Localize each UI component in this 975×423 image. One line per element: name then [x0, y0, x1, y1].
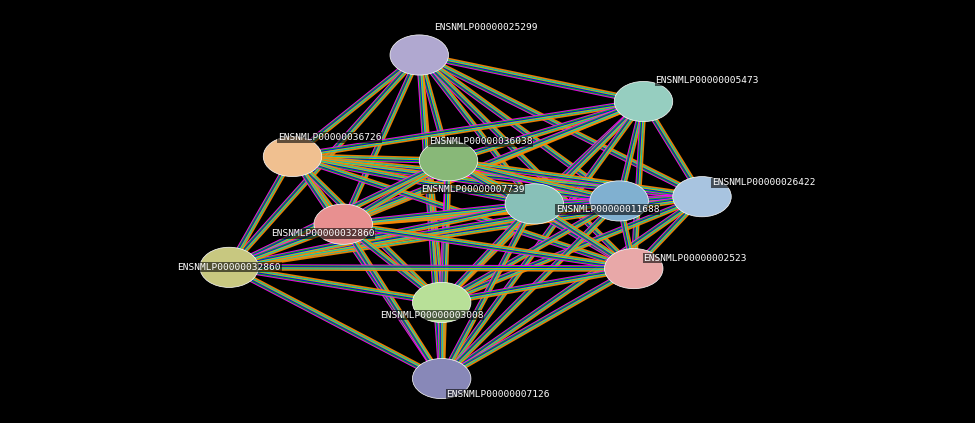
Text: ENSNMLP00000032860: ENSNMLP00000032860: [271, 229, 374, 238]
Text: ENSNMLP00000005473: ENSNMLP00000005473: [655, 76, 759, 85]
Text: ENSNMLP00000036726: ENSNMLP00000036726: [278, 133, 381, 142]
Text: ENSNMLP00000002523: ENSNMLP00000002523: [644, 253, 747, 263]
Text: ENSNMLP00000003008: ENSNMLP00000003008: [380, 310, 484, 320]
Text: ENSNMLP00000026422: ENSNMLP00000026422: [712, 178, 815, 187]
Ellipse shape: [419, 141, 478, 181]
Text: ENSNMLP00000007126: ENSNMLP00000007126: [447, 390, 550, 399]
Ellipse shape: [614, 82, 673, 122]
Ellipse shape: [673, 177, 731, 217]
Ellipse shape: [263, 137, 322, 177]
Text: ENSNMLP00000011688: ENSNMLP00000011688: [556, 205, 659, 214]
Ellipse shape: [412, 283, 471, 323]
Ellipse shape: [200, 247, 258, 288]
Ellipse shape: [505, 184, 564, 224]
Ellipse shape: [390, 35, 448, 75]
Text: ENSNMLP00000025299: ENSNMLP00000025299: [434, 23, 537, 32]
Text: ENSNMLP00000036038: ENSNMLP00000036038: [429, 137, 532, 146]
Ellipse shape: [412, 359, 471, 398]
Ellipse shape: [314, 204, 372, 244]
Ellipse shape: [604, 249, 663, 289]
Ellipse shape: [590, 181, 648, 221]
Text: ENSNMLP00000032860: ENSNMLP00000032860: [177, 263, 281, 272]
Text: ENSNMLP00000007739: ENSNMLP00000007739: [421, 184, 525, 194]
